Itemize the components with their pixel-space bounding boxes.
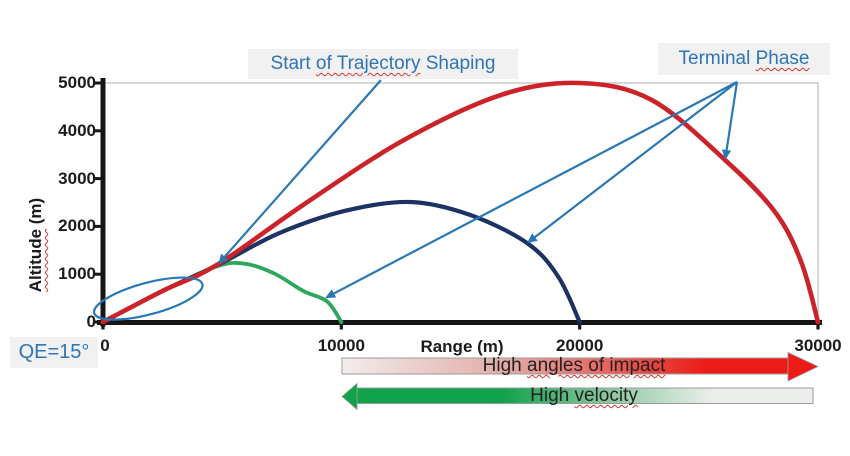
shaped-trajectory-10km — [101, 260, 344, 324]
impact-arrowhead-right — [787, 351, 819, 382]
x-tick-label: 20000 — [556, 336, 604, 355]
bar-text-squiggled: velocity — [574, 385, 638, 406]
velocity-arrowhead-left — [341, 382, 358, 411]
annotation-arrow-line-terminal-phase — [531, 81, 738, 241]
y-tick-label: 3000 — [58, 168, 96, 188]
label-text: Start — [270, 53, 316, 74]
bar-text: High — [482, 355, 527, 376]
annotation-arrowhead-terminal-phase — [722, 149, 732, 160]
label-text-squiggled: Phase — [755, 48, 810, 69]
high-angles-of-impact-label: High angles of impact — [434, 355, 714, 377]
x-axis-title: Range (m) — [420, 337, 504, 356]
y-tick-label: 4000 — [58, 120, 96, 140]
label-text-squiggled: of Trajectory — [315, 53, 421, 74]
y-tick-label: 0 — [86, 312, 96, 331]
annotation-arrowhead-terminal-phase — [527, 233, 538, 244]
annotation-arrow-line-terminal-phase — [724, 81, 739, 155]
annotation-arrow-line-terminal-phase — [329, 81, 738, 297]
ballistic-trajectory-30km — [100, 80, 821, 325]
x-tick-label: 30000 — [794, 336, 842, 355]
y-tick-label: 5000 — [58, 73, 96, 92]
boost-phase-ellipse — [92, 276, 204, 321]
y-tick-label: 2000 — [58, 216, 96, 236]
x-tick-label: 10000 — [317, 336, 365, 355]
annotation-arrow-line-start-of-trajectory-shaping — [221, 79, 382, 261]
annotation-arrowhead-terminal-phase — [325, 289, 337, 299]
start-of-trajectory-shaping-label: Start of Trajectory Shaping — [248, 49, 518, 79]
label-text: Shaping — [420, 53, 496, 74]
shaped-trajectory-20km — [100, 199, 582, 325]
terminal-phase-label: Terminal Phase — [658, 43, 830, 75]
plot-frame — [103, 82, 819, 322]
high-velocity-label: High velocity — [444, 385, 724, 407]
label-text: Terminal — [678, 48, 756, 69]
x-tick-label: 0 — [100, 336, 110, 355]
qe-label: QE=15° — [10, 337, 98, 368]
bar-text: High — [530, 385, 575, 406]
annotation-arrowhead-start-of-trajectory-shaping — [218, 253, 229, 265]
bar-text-squiggled: angles of impact — [527, 355, 666, 376]
y-tick-label: 1000 — [58, 264, 96, 284]
y-axis-title: Altitude (m) — [26, 185, 46, 305]
